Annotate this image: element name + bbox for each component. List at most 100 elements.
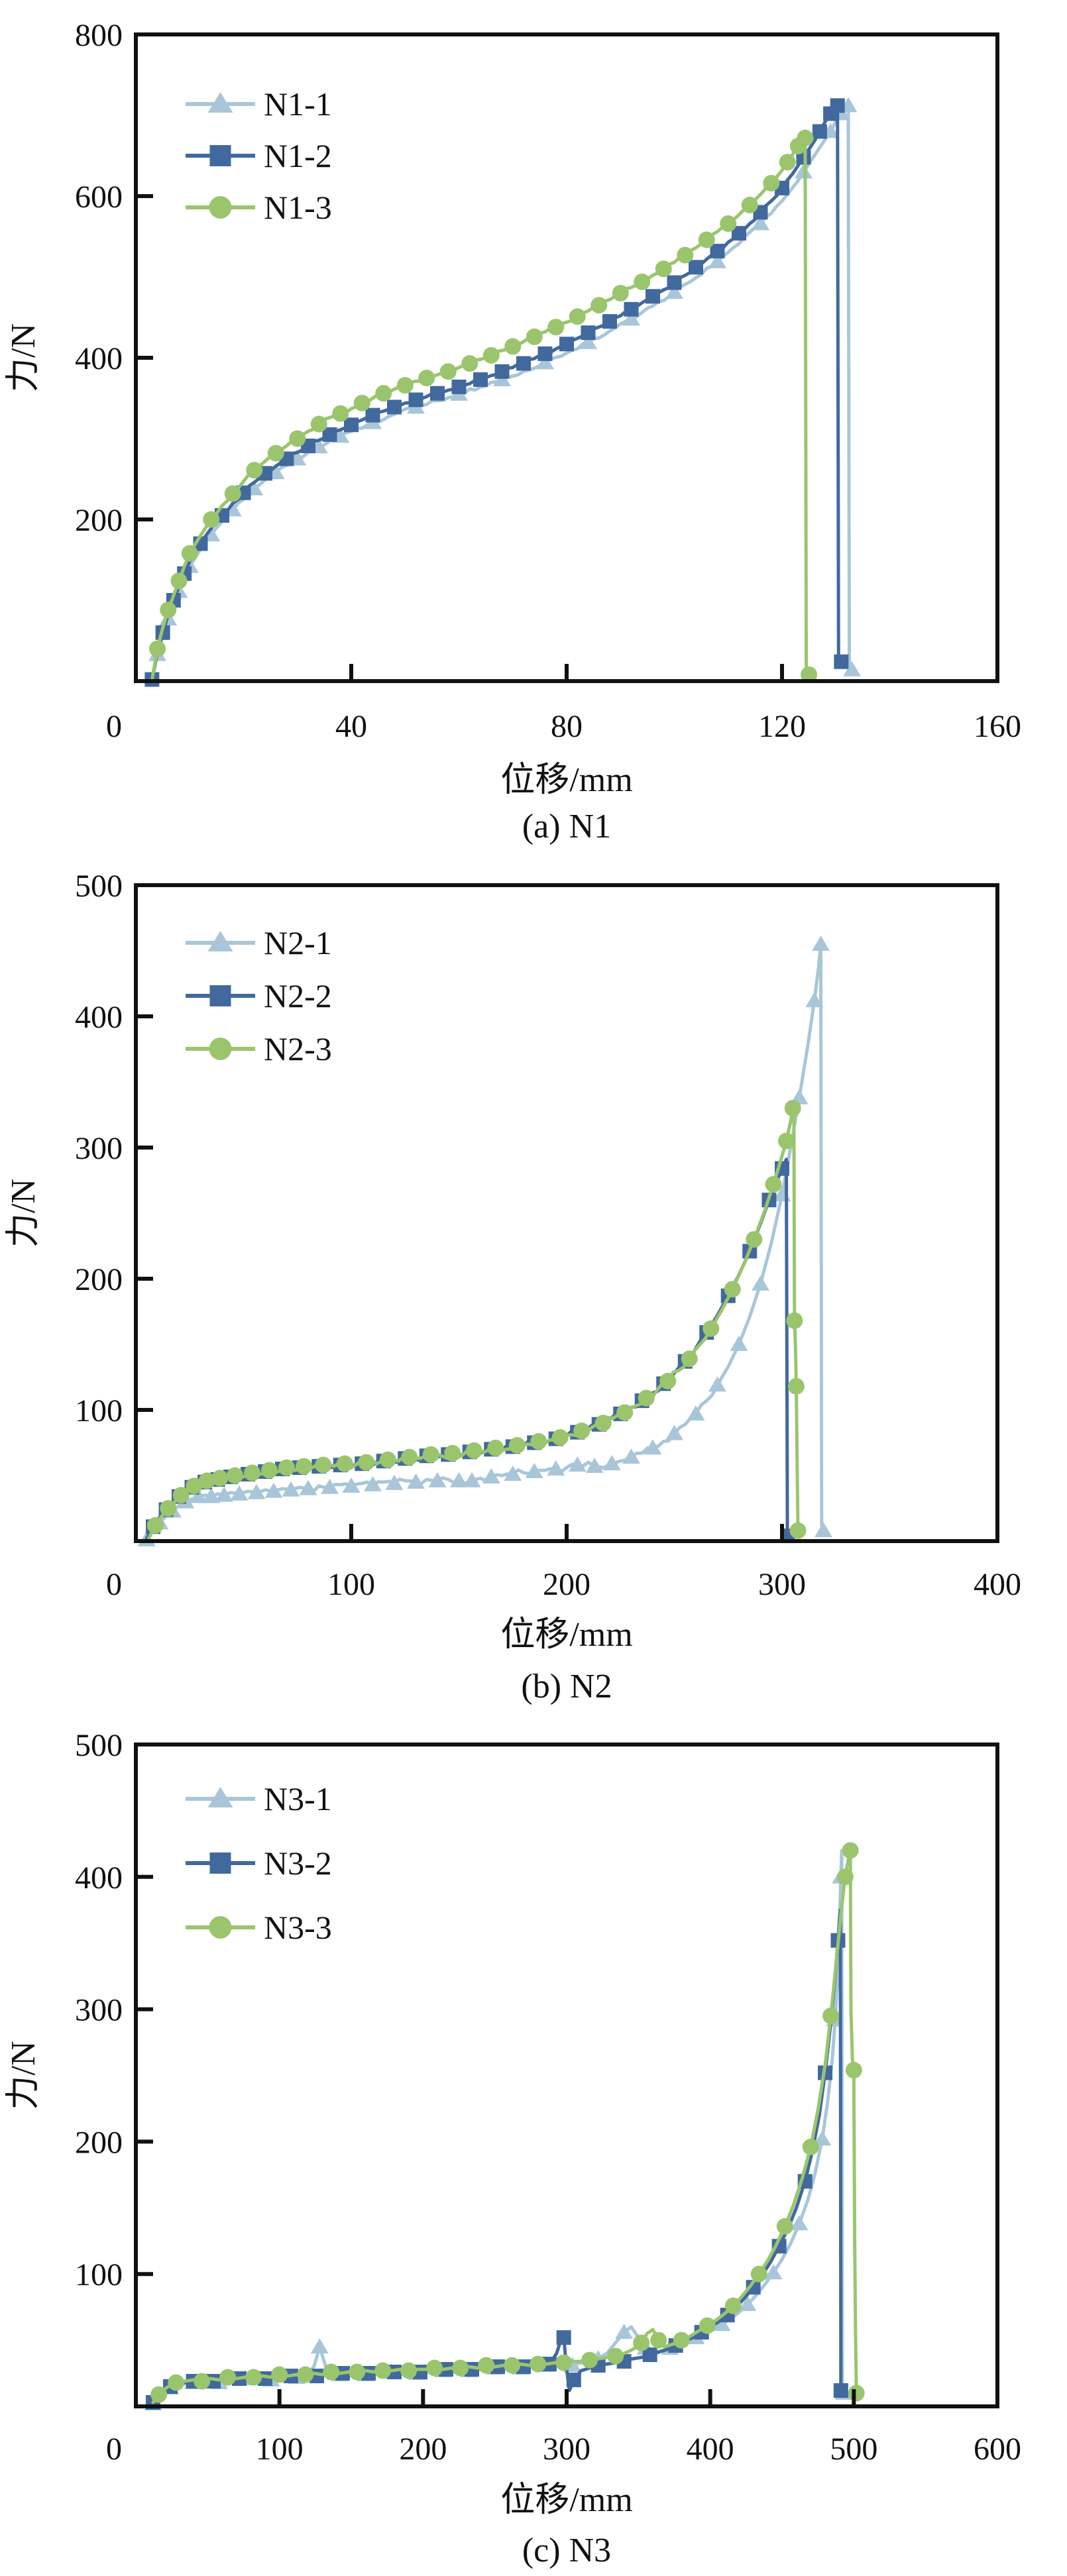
marker-circle bbox=[271, 2366, 288, 2383]
marker-triangle bbox=[482, 1468, 500, 1483]
y-tick-label: 600 bbox=[75, 180, 123, 215]
legend-marker-square bbox=[209, 985, 231, 1006]
marker-square bbox=[642, 2347, 657, 2363]
marker-square bbox=[830, 98, 845, 113]
series-N3-1-markers bbox=[144, 1868, 853, 2411]
marker-triangle bbox=[463, 1472, 481, 1487]
marker-circle bbox=[699, 2317, 716, 2334]
x-axis-label: 位移/mm bbox=[500, 1616, 632, 1654]
series-N3-3 bbox=[150, 1842, 865, 2404]
marker-circle bbox=[573, 1422, 590, 1440]
marker-circle bbox=[786, 1312, 803, 1329]
marker-circle bbox=[278, 1459, 295, 1476]
marker-square bbox=[473, 372, 488, 387]
legend-label: N2-1 bbox=[264, 924, 332, 961]
y-axis-label: 力/N bbox=[5, 323, 42, 392]
marker-circle bbox=[181, 545, 198, 562]
marker-circle bbox=[375, 385, 392, 402]
marker-triangle bbox=[687, 1405, 705, 1421]
marker-circle bbox=[246, 462, 263, 479]
x-tick-label: 100 bbox=[327, 1567, 375, 1602]
marker-circle bbox=[763, 174, 780, 191]
marker-circle bbox=[720, 215, 737, 232]
marker-circle bbox=[633, 2334, 650, 2351]
marker-triangle bbox=[622, 310, 640, 326]
marker-circle bbox=[168, 2374, 185, 2391]
x-tick-label: 120 bbox=[758, 709, 806, 744]
marker-circle bbox=[149, 640, 166, 657]
marker-circle bbox=[504, 338, 522, 355]
marker-triangle bbox=[644, 1439, 662, 1455]
marker-circle bbox=[551, 1429, 569, 1446]
x-axis-label: 位移/mm bbox=[500, 761, 632, 799]
marker-triangle bbox=[202, 1487, 221, 1503]
marker-triangle bbox=[342, 1477, 361, 1493]
marker-square bbox=[710, 243, 725, 258]
marker-square bbox=[494, 364, 510, 379]
marker-circle bbox=[547, 319, 565, 336]
marker-triangle bbox=[585, 1458, 604, 1474]
legend-item-N3-1: N3-1 bbox=[186, 1780, 332, 1817]
marker-circle bbox=[504, 2357, 521, 2374]
marker-triangle bbox=[708, 1376, 726, 1392]
marker-triangle bbox=[321, 1478, 339, 1494]
marker-circle bbox=[842, 1842, 859, 1859]
marker-circle bbox=[698, 231, 715, 248]
series-N1-1-line bbox=[150, 103, 854, 682]
marker-circle bbox=[146, 1517, 164, 1534]
marker-circle bbox=[426, 2359, 443, 2377]
marker-circle bbox=[245, 2369, 262, 2386]
marker-circle bbox=[336, 1455, 353, 1472]
y-tick-label: 800 bbox=[75, 18, 123, 53]
series-N3-3-markers bbox=[150, 1842, 865, 2403]
marker-circle bbox=[172, 1487, 190, 1504]
marker-circle bbox=[581, 2351, 598, 2369]
series-N1-2-markers bbox=[144, 98, 849, 687]
legend-marker-triangle bbox=[207, 92, 233, 113]
marker-circle bbox=[677, 246, 694, 264]
marker-circle bbox=[822, 2008, 840, 2025]
y-tick-label: 400 bbox=[75, 1860, 123, 1896]
legend-marker-circle bbox=[209, 1038, 232, 1060]
y-tick-label: 500 bbox=[75, 1728, 123, 1763]
marker-circle bbox=[401, 1448, 418, 1466]
marker-circle bbox=[650, 2332, 667, 2349]
marker-circle bbox=[802, 2138, 819, 2155]
series-N2-3-markers bbox=[146, 1100, 807, 1539]
marker-circle bbox=[219, 2369, 237, 2386]
x-tick-label: 100 bbox=[256, 2432, 304, 2467]
marker-triangle bbox=[795, 163, 813, 179]
marker-circle bbox=[784, 1100, 801, 1117]
marker-circle bbox=[244, 1464, 260, 1481]
chart-caption: (a) N1 bbox=[522, 808, 611, 845]
marker-circle bbox=[779, 154, 796, 171]
marker-circle bbox=[746, 1231, 763, 1248]
marker-circle bbox=[530, 2355, 547, 2373]
marker-circle bbox=[349, 2363, 366, 2381]
legend-item-N1-3: N1-3 bbox=[186, 189, 332, 226]
marker-square bbox=[408, 392, 423, 407]
marker-triangle bbox=[622, 1448, 640, 1464]
series-N3-2 bbox=[146, 1908, 848, 2410]
x-tick-label: 0 bbox=[106, 709, 122, 744]
marker-circle bbox=[289, 430, 306, 447]
marker-square bbox=[566, 2373, 581, 2388]
legend-item-N3-3: N3-3 bbox=[186, 1909, 332, 1946]
marker-circle bbox=[638, 1389, 655, 1407]
x-tick-label: 200 bbox=[543, 1567, 590, 1602]
x-tick-label: 0 bbox=[106, 1567, 122, 1602]
marker-square bbox=[746, 2280, 761, 2295]
marker-triangle bbox=[282, 1481, 300, 1497]
y-tick-label: 200 bbox=[75, 1262, 123, 1297]
marker-circle bbox=[659, 1372, 677, 1389]
plot-box bbox=[134, 32, 999, 683]
marker-circle bbox=[848, 2385, 865, 2402]
marker-triangle bbox=[814, 1522, 832, 1538]
marker-triangle bbox=[230, 1485, 249, 1501]
marker-triangle bbox=[752, 1275, 769, 1291]
marker-circle bbox=[224, 485, 241, 502]
marker-circle bbox=[655, 260, 672, 278]
legend-marker-triangle bbox=[207, 1787, 233, 1807]
marker-circle bbox=[750, 2265, 767, 2282]
legend-marker-circle bbox=[209, 1916, 232, 1939]
